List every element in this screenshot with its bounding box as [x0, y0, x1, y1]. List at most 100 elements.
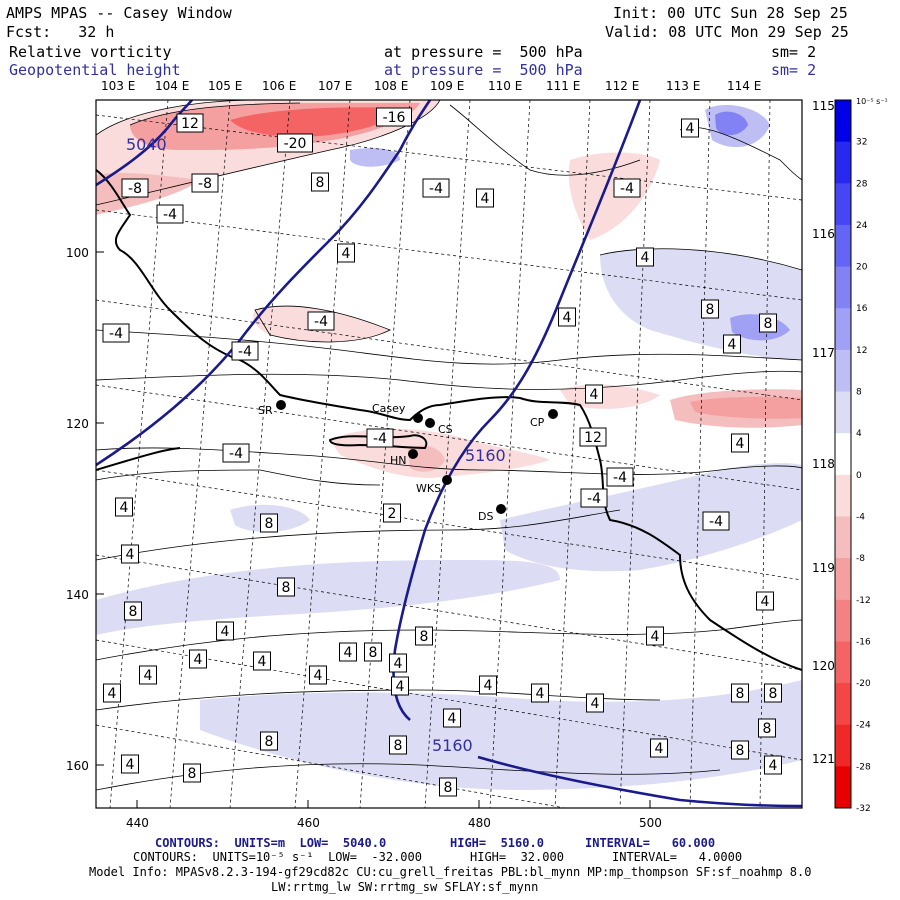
- contour-value-text: 4: [536, 686, 545, 702]
- contour-value-box: 8: [260, 731, 278, 751]
- contour-value-box: 12: [176, 113, 204, 133]
- contour-value-box: 4: [391, 676, 409, 696]
- colorbar-label: -32: [856, 804, 871, 814]
- contour-value-text: 4: [342, 246, 351, 262]
- contour-value-text: 8: [394, 738, 403, 754]
- forecast-hour: Fcst: 32 h: [6, 23, 115, 41]
- grid-labels: 100 120 140 160 440 460 480 500: [66, 246, 662, 830]
- contour-value-text: 8: [282, 580, 291, 596]
- contour-value-frame: [366, 428, 394, 448]
- contour-value-frame: [586, 693, 604, 713]
- stations: SR Casey CS HN WKS CP DS: [258, 400, 558, 523]
- colorbar-swatch: [835, 183, 851, 226]
- init-time: Init: 00 UTC Sun 28 Sep 25: [613, 4, 848, 22]
- colorbar-border: [834, 99, 852, 809]
- contour-value-box: 8: [731, 740, 749, 760]
- contour-value-box: -4: [307, 311, 335, 331]
- graticule: [96, 100, 802, 808]
- contour-value-text: 4: [641, 250, 650, 266]
- contour-value-frame: [102, 323, 130, 343]
- contour-value-frame: [636, 247, 654, 267]
- top-lon-label: 106 E: [262, 79, 296, 93]
- contour-value-box: 4: [339, 642, 357, 662]
- colorbar-label: -24: [856, 721, 871, 731]
- contour-value-box: 4: [723, 334, 741, 354]
- vorticity-shading: [96, 100, 802, 790]
- contour-value-box: -4: [222, 443, 250, 463]
- station-label: CS: [438, 423, 453, 436]
- left-grid-label: 160: [66, 759, 89, 773]
- station-label: SR: [258, 404, 273, 417]
- top-lon-labels: 103 E 104 E 105 E 106 E 107 E 108 E 109 …: [101, 79, 761, 93]
- height-contour-info-b: HIGH= 5160.0: [450, 836, 544, 850]
- station-dot: [425, 418, 435, 428]
- vort-contour-info-a: CONTOURS: UNITS=10⁻⁵ s⁻¹ LOW= -32.000: [133, 850, 422, 864]
- colorbar-label: 28: [856, 179, 868, 189]
- colorbar-swatch: [835, 683, 851, 726]
- pos-vort-band1: [500, 463, 802, 572]
- contour-value-box: -4: [231, 341, 259, 361]
- bottom-grid-label: 480: [468, 816, 491, 830]
- contour-value-text: 4: [728, 337, 737, 353]
- contour-value-box: 4: [115, 497, 133, 517]
- contour-value-frame: [103, 683, 121, 703]
- contour-value-frame: [277, 577, 295, 597]
- contour-value-text: 8: [265, 516, 274, 532]
- contour-value-box: -16: [376, 107, 412, 127]
- contour-value-frame: [531, 683, 549, 703]
- contour-value-box: 8: [260, 513, 278, 533]
- contour-value-frame: [231, 341, 259, 361]
- pos-vort-ne-core: [715, 111, 748, 136]
- contour-value-text: -4: [238, 344, 252, 360]
- contour-value-text: 4: [344, 645, 353, 661]
- axis-ticks: [96, 251, 651, 808]
- station-label: WKS: [416, 482, 441, 495]
- station-label: HN: [390, 454, 407, 467]
- contour-value-text: -4: [613, 470, 627, 486]
- contour-value-box: 4: [650, 738, 668, 758]
- colorbar-label: -4: [856, 512, 865, 522]
- contour-value-text: 4: [481, 191, 490, 207]
- contour-value-frame: [222, 443, 250, 463]
- contour-value-box: 8: [124, 601, 142, 621]
- contour-value-text: 4: [314, 668, 323, 684]
- contour-value-frame: [701, 299, 719, 319]
- field1-level: at pressure = 500 hPa: [384, 43, 583, 61]
- contour-value-text: -20: [284, 136, 307, 152]
- contour-value-frame: [309, 665, 327, 685]
- colorbar-label: -16: [856, 637, 871, 647]
- contour-value-frame: [183, 763, 201, 783]
- contour-value-box: -4: [422, 178, 450, 198]
- contour-value-text: 4: [396, 679, 405, 695]
- station-dot: [548, 409, 558, 419]
- colorbar-label: 24: [856, 221, 868, 231]
- colorbar-swatch: [835, 308, 851, 351]
- pos-vort-band5: [350, 148, 400, 167]
- contour-value-box: 4: [586, 693, 604, 713]
- contour-value-box: 8: [183, 763, 201, 783]
- contour-value-frame: [580, 488, 608, 508]
- bottom-grid-label: 460: [297, 816, 320, 830]
- contour-value-box: 4: [764, 755, 782, 775]
- contour-value-box: 4: [585, 384, 603, 404]
- contour-value-text: -4: [314, 314, 328, 330]
- contour-value-frame: [764, 683, 782, 703]
- contour-value-frame: [260, 513, 278, 533]
- contour-value-frame: [176, 113, 204, 133]
- colorbar-label: 32: [856, 138, 867, 148]
- colorbar-swatch: [835, 724, 851, 767]
- top-lon-label: 114 E: [727, 79, 761, 93]
- height-labels: 5040 5160 5160: [126, 135, 506, 755]
- contour-value-text: 4: [655, 741, 664, 757]
- contour-value-text: 8: [706, 302, 715, 318]
- contour-value-frame: [606, 467, 634, 487]
- contour-value-text: 8: [188, 766, 197, 782]
- top-lon-label: 104 E: [155, 79, 189, 93]
- contour-value-text: 4: [394, 656, 403, 672]
- colorbar-swatch: [835, 349, 851, 393]
- contour-value-text: 4: [126, 757, 135, 773]
- pos-vort-band2: [96, 560, 560, 635]
- contour-value-frame: [389, 653, 407, 673]
- colorbar-label: -8: [856, 554, 865, 564]
- contour-value-box: 4: [646, 626, 664, 646]
